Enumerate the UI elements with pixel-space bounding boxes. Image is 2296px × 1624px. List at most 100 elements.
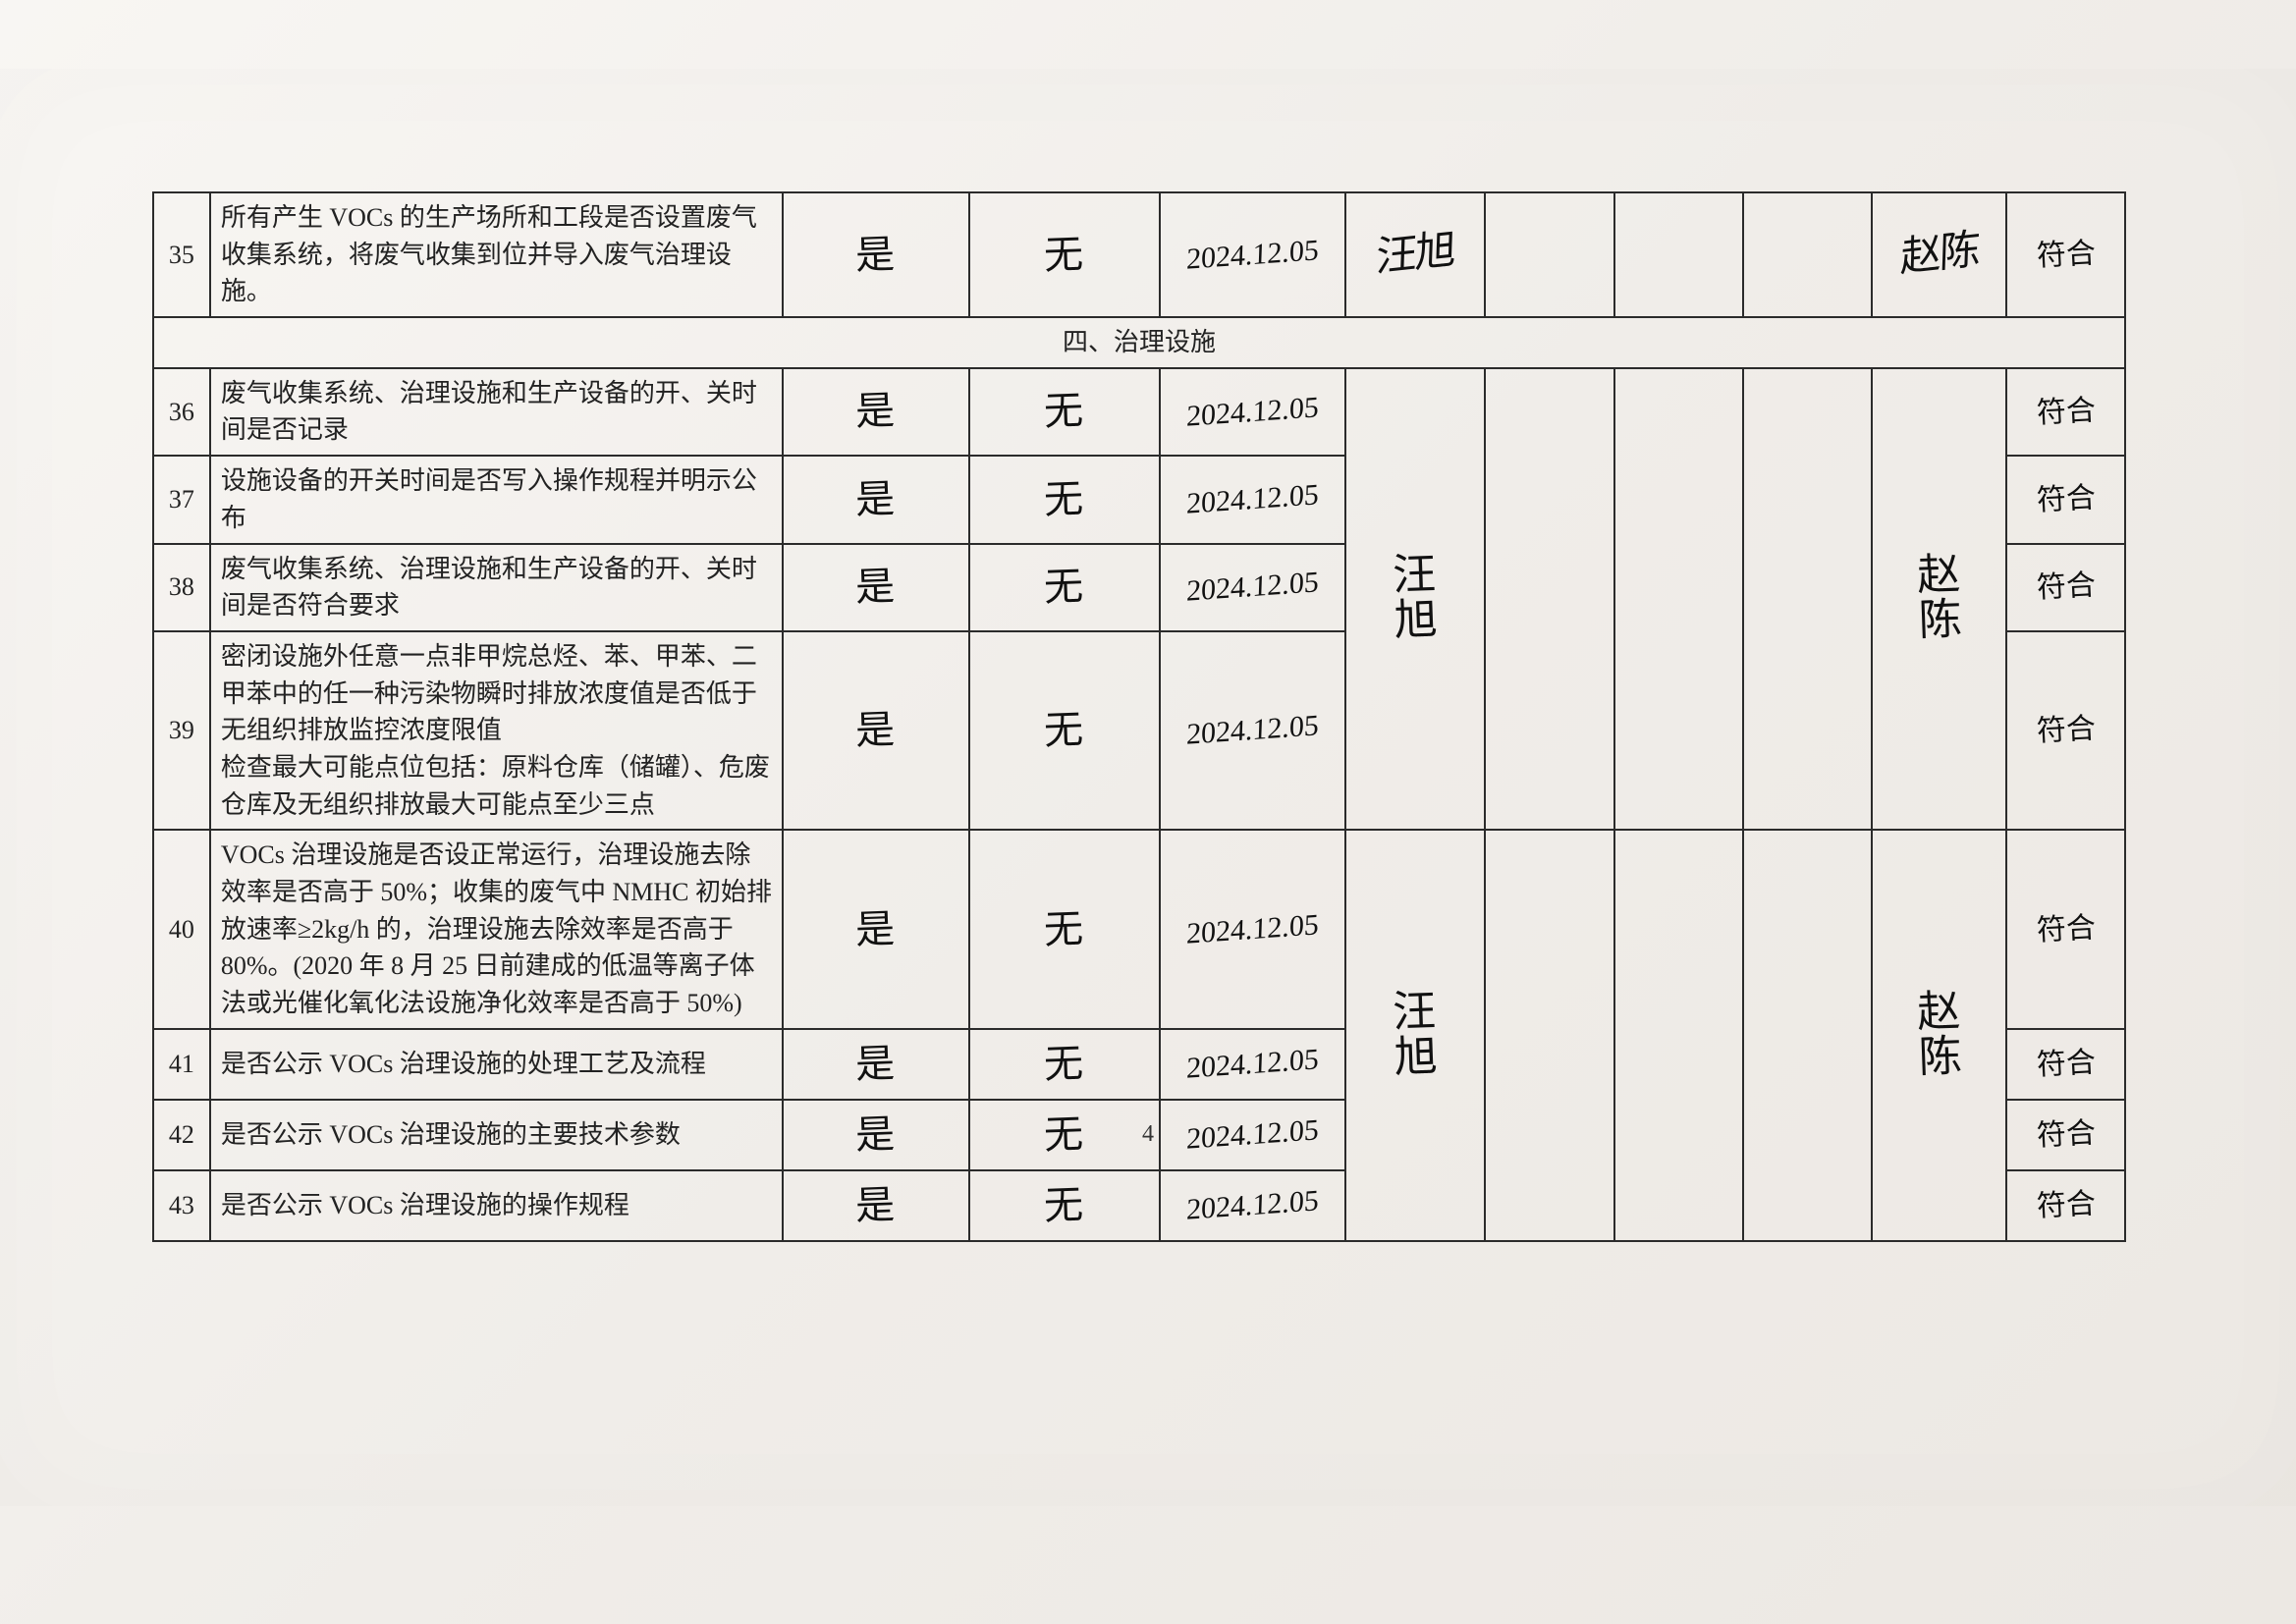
cell-result: 符合	[2006, 192, 2125, 317]
cell-wu: 无	[969, 544, 1160, 631]
handwriting-date: 2024.12.05	[1186, 562, 1320, 614]
cell-result: 符合	[2006, 368, 2125, 456]
handwriting-date: 2024.12.05	[1186, 229, 1320, 281]
cell-result: 符合	[2006, 830, 2125, 1028]
empty-cell	[1485, 192, 1613, 317]
cell-result: 符合	[2006, 1029, 2125, 1100]
cell-result: 符合	[2006, 456, 2125, 543]
empty-cell	[1743, 830, 1872, 1240]
handwriting-signature: 赵陈	[1916, 989, 1962, 1081]
cell-yes: 是	[783, 1029, 968, 1100]
cell-reviewer-merged: 赵陈	[1872, 368, 2006, 831]
row-number: 43	[153, 1170, 210, 1241]
empty-cell	[1743, 192, 1872, 317]
row-description: 所有产生 VOCs 的生产场所和工段是否设置废气收集系统，将废气收集到位并导入废…	[210, 192, 783, 317]
row-number: 37	[153, 456, 210, 543]
cell-date: 2024.12.05	[1160, 830, 1345, 1028]
empty-cell	[1743, 368, 1872, 831]
empty-cell	[1485, 830, 1613, 1240]
row-number: 35	[153, 192, 210, 317]
cell-yes: 是	[783, 830, 968, 1028]
row-number: 39	[153, 631, 210, 830]
cell-wu: 无	[969, 830, 1160, 1028]
row-number: 38	[153, 544, 210, 631]
handwriting: 是	[854, 470, 897, 528]
handwriting-signature: 汪旭	[1393, 989, 1439, 1081]
cell-wu: 无	[969, 192, 1160, 317]
cell-yes: 是	[783, 631, 968, 830]
handwriting: 无	[1043, 701, 1085, 759]
handwriting: 是	[854, 1176, 897, 1234]
handwriting: 无	[1043, 383, 1085, 441]
row-number: 41	[153, 1029, 210, 1100]
row-description: VOCs 治理设施是否设正常运行，治理设施去除效率是否高于 50%；收集的废气中…	[210, 830, 783, 1028]
cell-wu: 无	[969, 631, 1160, 830]
handwriting-signature: 汪旭	[1376, 228, 1455, 282]
row-number: 36	[153, 368, 210, 456]
cell-yes: 是	[783, 368, 968, 456]
cell-result: 符合	[2006, 1170, 2125, 1241]
handwriting-signature: 汪旭	[1393, 552, 1439, 644]
empty-cell	[1614, 830, 1743, 1240]
handwriting: 无	[1043, 1035, 1085, 1093]
handwriting: 符合	[2035, 1041, 2096, 1087]
handwriting: 无	[1043, 470, 1085, 528]
row-description: 是否公示 VOCs 治理设施的操作规程	[210, 1170, 783, 1241]
empty-cell	[1485, 368, 1613, 831]
page-number: 4	[0, 1121, 2296, 1148]
handwriting-date: 2024.12.05	[1186, 1038, 1320, 1090]
cell-wu: 无	[969, 1029, 1160, 1100]
handwriting: 符合	[2035, 565, 2096, 611]
handwriting: 符合	[2035, 1182, 2096, 1228]
handwriting: 符合	[2035, 389, 2096, 435]
cell-wu: 无	[969, 368, 1160, 456]
cell-date: 2024.12.05	[1160, 456, 1345, 543]
table-row: 35 所有产生 VOCs 的生产场所和工段是否设置废气收集系统，将废气收集到位并…	[153, 192, 2125, 317]
section-header-row: 四、治理设施	[153, 317, 2125, 368]
empty-cell	[1614, 192, 1743, 317]
inspection-table: 35 所有产生 VOCs 的生产场所和工段是否设置废气收集系统，将废气收集到位并…	[152, 191, 2126, 1242]
row-number: 40	[153, 830, 210, 1028]
handwriting-date: 2024.12.05	[1186, 386, 1320, 438]
cell-signature-merged: 汪旭	[1345, 368, 1485, 831]
handwriting: 无	[1043, 1176, 1085, 1234]
handwriting: 符合	[2035, 232, 2096, 278]
cell-yes: 是	[783, 1170, 968, 1241]
handwriting-signature: 赵陈	[1899, 228, 1979, 282]
cell-wu: 无	[969, 1170, 1160, 1241]
handwriting: 是	[854, 558, 897, 616]
handwriting-date: 2024.12.05	[1186, 903, 1320, 955]
scanned-page: 35 所有产生 VOCs 的生产场所和工段是否设置废气收集系统，将废气收集到位并…	[0, 0, 2296, 1624]
cell-yes: 是	[783, 192, 968, 317]
handwriting: 是	[854, 226, 897, 284]
handwriting-date: 2024.12.05	[1186, 473, 1320, 525]
cell-date: 2024.12.05	[1160, 631, 1345, 830]
table-row: 40 VOCs 治理设施是否设正常运行，治理设施去除效率是否高于 50%；收集的…	[153, 830, 2125, 1028]
cell-date: 2024.12.05	[1160, 544, 1345, 631]
handwriting: 无	[1043, 558, 1085, 616]
cell-date: 2024.12.05	[1160, 1170, 1345, 1241]
cell-reviewer-merged: 赵陈	[1872, 830, 2006, 1240]
cell-date: 2024.12.05	[1160, 1029, 1345, 1100]
handwriting: 无	[1043, 900, 1085, 958]
handwriting-signature: 赵陈	[1916, 552, 1962, 644]
handwriting: 是	[854, 900, 897, 958]
row-description: 设施设备的开关时间是否写入操作规程并明示公布	[210, 456, 783, 543]
cell-date: 2024.12.05	[1160, 192, 1345, 317]
row-description: 废气收集系统、治理设施和生产设备的开、关时间是否记录	[210, 368, 783, 456]
row-description: 废气收集系统、治理设施和生产设备的开、关时间是否符合要求	[210, 544, 783, 631]
row-description: 是否公示 VOCs 治理设施的处理工艺及流程	[210, 1029, 783, 1100]
cell-reviewer: 赵陈	[1872, 192, 2006, 317]
handwriting: 符合	[2035, 906, 2096, 952]
handwriting: 符合	[2035, 477, 2096, 523]
table-row: 36 废气收集系统、治理设施和生产设备的开、关时间是否记录 是 无 2024.1…	[153, 368, 2125, 456]
cell-signature: 汪旭	[1345, 192, 1485, 317]
handwriting: 符合	[2035, 708, 2096, 754]
cell-wu: 无	[969, 456, 1160, 543]
handwriting-date: 2024.12.05	[1186, 1179, 1320, 1231]
cell-result: 符合	[2006, 544, 2125, 631]
row-description: 密闭设施外任意一点非甲烷总烃、苯、甲苯、二甲苯中的任一种污染物瞬时排放浓度值是否…	[210, 631, 783, 830]
empty-cell	[1614, 368, 1743, 831]
handwriting: 无	[1043, 226, 1085, 284]
cell-yes: 是	[783, 456, 968, 543]
